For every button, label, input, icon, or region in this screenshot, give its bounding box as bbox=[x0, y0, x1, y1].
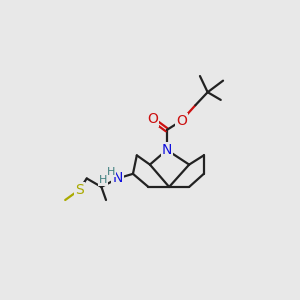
Text: S: S bbox=[75, 183, 83, 197]
Text: O: O bbox=[147, 112, 158, 126]
Text: O: O bbox=[176, 114, 187, 128]
Text: N: N bbox=[162, 143, 172, 157]
Text: N: N bbox=[112, 172, 123, 185]
Text: H: H bbox=[107, 167, 116, 176]
Text: H: H bbox=[99, 175, 107, 185]
